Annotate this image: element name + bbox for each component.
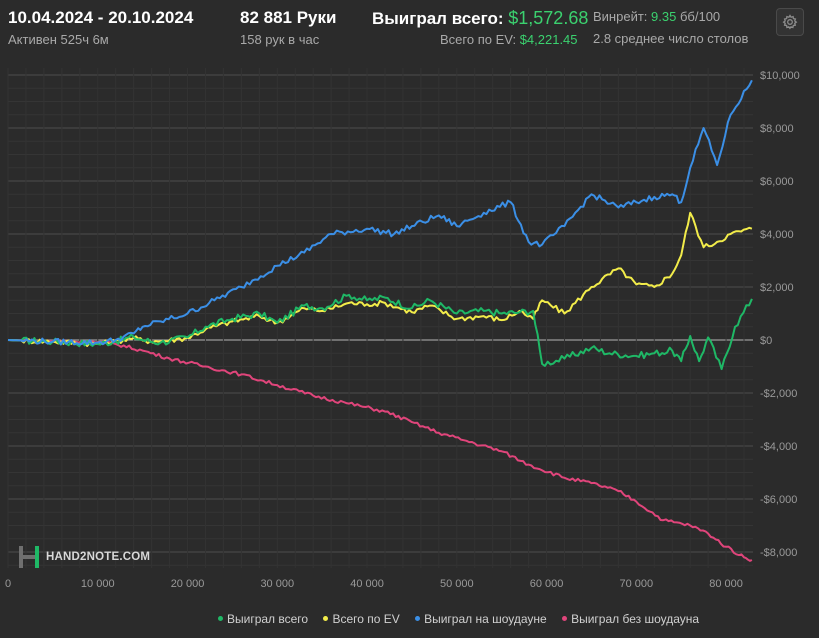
active-time: Активен 525ч 6м	[8, 32, 109, 47]
x-tick-label: 10 000	[81, 578, 115, 590]
winrate: Винрейт: 9.35 бб/100	[593, 9, 720, 24]
legend-marker	[218, 616, 223, 622]
y-tick-label: $4,000	[760, 229, 794, 241]
legend-item-ev[interactable]: Всего по EV	[323, 612, 400, 626]
won-total-label: Выиграл всего:	[372, 9, 504, 28]
y-tick-label: $6,000	[760, 176, 794, 188]
x-axis: 0 10 000 20 000 30 000 40 000 50 000 60 000 70 …	[5, 578, 743, 590]
hand2note-logo-icon	[19, 546, 39, 568]
winrate-value: 9.35	[651, 9, 677, 24]
y-tick-label: -$6,000	[760, 494, 797, 506]
x-tick-label: 30 000	[260, 578, 294, 590]
y-axis: $10,000 $8,000 $6,000 $4,000 $2,000 $0 -$2,000…	[760, 70, 800, 559]
ev-total-label: Всего по EV:	[440, 32, 517, 47]
legend-marker	[415, 616, 421, 622]
legend-item-nonshowdown[interactable]: Выиграл без шоудауна	[562, 612, 699, 626]
legend-item-showdown[interactable]: Выиграл на шоудауне	[415, 612, 547, 626]
y-tick-label: -$2,000	[760, 388, 797, 400]
series-line	[7, 211, 753, 347]
settings-button[interactable]	[776, 8, 804, 36]
x-tick-label: 0	[5, 578, 11, 590]
ev-total-value: $4,221.45	[519, 32, 578, 47]
won-total: Выиграл всего: $1,572.68	[372, 8, 588, 29]
series-line	[7, 79, 753, 346]
chart-legend: Выиграл всего Всего по EV Выиграл на шоу…	[218, 612, 711, 626]
y-tick-label: $0	[760, 335, 772, 347]
legend-marker	[323, 616, 329, 622]
hands-per-hour: 158 рук в час	[240, 32, 320, 47]
legend-label: Выиграл на шоудауне	[424, 612, 547, 626]
logo-text: HAND2NOTE.COM	[46, 551, 151, 563]
y-tick-label: -$4,000	[760, 441, 797, 453]
chart-series	[7, 79, 753, 562]
y-tick-label: -$8,000	[760, 547, 797, 559]
winrate-unit: бб/100	[679, 9, 721, 24]
gear-icon	[782, 14, 798, 30]
chart-grid	[7, 68, 753, 568]
series-line	[7, 293, 753, 371]
logo: HAND2NOTE.COM	[18, 545, 150, 569]
x-tick-label: 50 000	[440, 578, 474, 590]
y-tick-label: $8,000	[760, 123, 794, 135]
y-tick-label: $10,000	[760, 70, 800, 82]
x-tick-label: 40 000	[350, 578, 384, 590]
legend-label: Всего по EV	[332, 612, 400, 626]
x-tick-label: 20 000	[171, 578, 205, 590]
y-tick-label: $2,000	[760, 282, 794, 294]
hands-count: 82 881 Руки	[240, 8, 337, 27]
winrate-label: Винрейт:	[593, 9, 648, 24]
legend-marker	[562, 616, 568, 622]
legend-label: Выиграл всего	[227, 612, 309, 626]
date-range: 10.04.2024 - 20.10.2024	[8, 8, 194, 27]
won-total-value: $1,572.68	[508, 8, 589, 28]
ev-total: Всего по EV: $4,221.45	[440, 32, 578, 47]
x-tick-label: 70 000	[619, 578, 653, 590]
tables-avg: 2.8 среднее число столов	[593, 31, 749, 46]
legend-item-won[interactable]: Выиграл всего	[218, 612, 308, 626]
series-line	[8, 338, 753, 562]
x-tick-label: 80 000	[709, 578, 743, 590]
legend-label: Выиграл без шоудауна	[571, 612, 700, 626]
x-tick-label: 60 000	[530, 578, 564, 590]
